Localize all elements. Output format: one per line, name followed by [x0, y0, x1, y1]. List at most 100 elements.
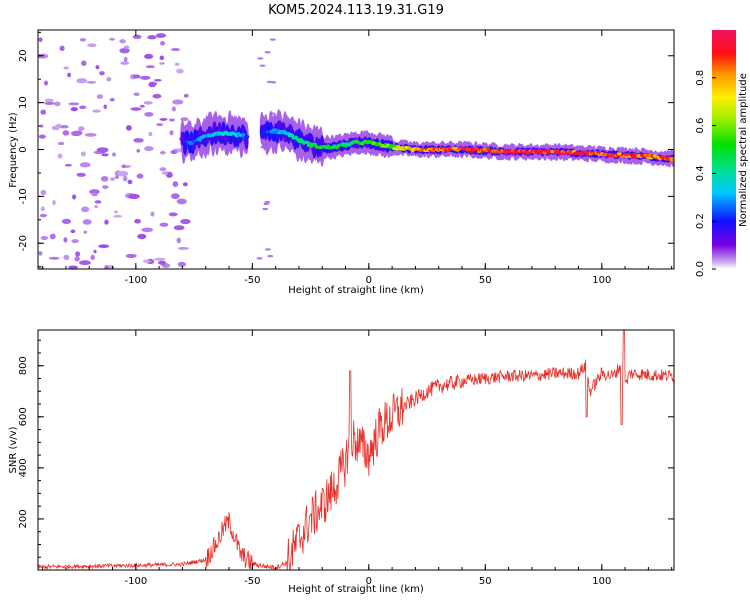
colorbar-gradient: [712, 30, 736, 269]
y-tick-label: 600: [18, 407, 29, 426]
snr-line-layer: [38, 330, 674, 570]
y-tick-label: -20: [18, 235, 29, 251]
noise-speckle: [125, 125, 132, 131]
y-tick-label: 400: [18, 458, 29, 477]
noise-speckle: [56, 123, 62, 128]
x-tick-label: 50: [479, 576, 492, 587]
noise-speckle: [170, 48, 181, 52]
noise-speckle: [133, 74, 141, 79]
noise-speckle: [264, 248, 271, 251]
noise-speckle: [264, 51, 271, 54]
noise-speckle: [78, 126, 85, 131]
x-tick-label: 100: [592, 576, 611, 587]
ridge-core: [546, 151, 551, 155]
colorbar: 0.0 0.2 0.4 0.6 0.8 Normalized spectral ampl…: [695, 30, 749, 277]
noise-speckle: [81, 60, 87, 66]
noise-speckle: [143, 101, 153, 105]
noise-speckle: [154, 257, 166, 261]
noise-speckle: [145, 65, 155, 69]
noise-speckle: [79, 260, 91, 266]
noise-speckle: [79, 105, 87, 110]
noise-speckle: [159, 222, 169, 227]
noise-speckle: [54, 101, 61, 107]
noise-speckle: [48, 256, 60, 260]
noise-speckle: [132, 34, 142, 39]
snr-ticks: -100 -50 0 50 100 200 400 600 800: [18, 330, 674, 587]
noise-speckle: [125, 253, 137, 258]
noise-speckle: [142, 259, 151, 263]
noise-speckle: [91, 192, 98, 197]
noise-speckle: [109, 97, 115, 102]
noise-speckle: [119, 47, 130, 54]
noise-speckle: [159, 62, 165, 65]
noise-speckle: [102, 185, 109, 189]
noise-speckle: [266, 80, 273, 84]
noise-speckle: [171, 193, 180, 200]
noise-speckle: [82, 219, 92, 225]
noise-speckle: [38, 251, 43, 256]
noise-speckle: [103, 104, 107, 109]
colorbar-tick-label: 0.2: [695, 213, 706, 229]
noise-speckle: [104, 265, 109, 269]
snr-x-label: Height of straight line (km): [288, 584, 424, 595]
x-tick-label: 0: [366, 275, 372, 286]
noise-speckle: [152, 93, 162, 99]
y-tick-label: 10: [18, 96, 29, 109]
noise-speckle: [49, 233, 56, 240]
noise-speckle: [86, 80, 97, 84]
noise-speckle: [144, 111, 154, 117]
noise-speckle: [79, 38, 87, 42]
noise-speckle: [83, 230, 88, 234]
y-tick-label: 200: [18, 509, 29, 528]
spectrogram-heatmap: [38, 33, 674, 269]
ridge-core: [579, 152, 584, 157]
noise-speckle: [150, 211, 155, 217]
colorbar-tick-label: 0.0: [695, 261, 706, 277]
noise-speckle: [127, 179, 133, 185]
noise-speckle: [39, 213, 48, 218]
noise-speckle: [139, 104, 145, 108]
noise-speckle: [136, 148, 141, 153]
noise-speckle: [94, 204, 99, 209]
noise-speckle: [93, 249, 97, 254]
noise-speckle: [159, 167, 167, 172]
snr-series-line: [38, 330, 674, 570]
noise-speckle: [159, 117, 168, 121]
noise-speckle: [262, 207, 269, 211]
noise-speckle: [128, 193, 140, 200]
noise-speckle: [96, 94, 104, 99]
noise-speckle: [120, 61, 130, 65]
noise-speckle: [40, 206, 45, 212]
noise-speckle: [63, 237, 68, 243]
noise-speckle: [169, 130, 174, 136]
x-tick-label: -50: [244, 576, 260, 587]
noise-speckle: [61, 218, 72, 225]
noise-speckle: [176, 68, 184, 74]
ridge-core: [270, 130, 275, 135]
noise-speckle: [52, 199, 56, 206]
noise-speckle: [177, 246, 190, 250]
ridge-mid: [183, 140, 188, 155]
ridge-core: [241, 133, 246, 137]
noise-speckle: [90, 254, 95, 260]
noise-speckle: [169, 118, 176, 122]
noise-speckle: [76, 78, 88, 84]
noise-speckle: [70, 229, 76, 234]
snr-panel: -100 -50 0 50 100 200 400 600 800 Height of stra…: [8, 329, 675, 595]
noise-speckle: [59, 45, 65, 52]
ridge-core: [555, 149, 560, 153]
colorbar-tick-label: 0.4: [695, 165, 706, 181]
noise-speckle: [155, 33, 167, 39]
noise-speckle: [141, 227, 154, 233]
noise-speckle: [57, 153, 63, 159]
noise-speckle: [137, 233, 147, 240]
noise-speckle: [101, 153, 109, 157]
noise-speckle: [171, 106, 176, 112]
noise-speckle: [44, 101, 55, 105]
noise-speckle: [157, 260, 167, 265]
noise-speckle: [81, 206, 90, 213]
noise-speckle: [89, 189, 100, 195]
ridge-core: [245, 135, 250, 139]
